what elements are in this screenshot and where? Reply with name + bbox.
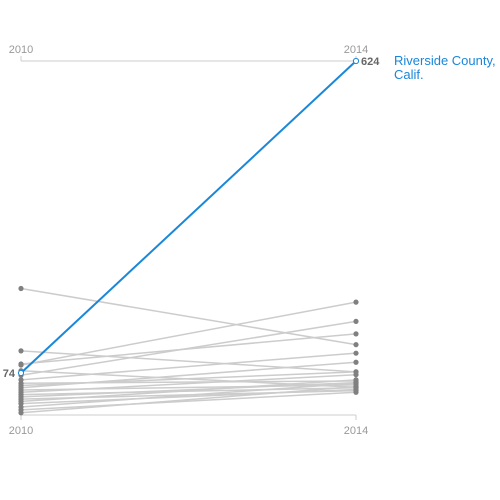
series-line-1	[20, 287, 357, 346]
series-point-2014-3	[353, 331, 359, 337]
series-point-2010-2	[18, 348, 24, 354]
series-point-2014-7	[353, 350, 359, 356]
bottom-year-label-end: 2014	[344, 425, 368, 437]
series-point-2014-20	[353, 384, 359, 390]
series-line-19	[20, 391, 357, 411]
series-point-2014-1	[353, 342, 359, 348]
highlight-series-name: Riverside County, Calif.	[394, 53, 499, 82]
series-line-10	[20, 361, 357, 389]
series-line-17	[20, 388, 357, 405]
series-line-2	[20, 350, 357, 373]
series-line-4	[20, 301, 357, 366]
series-line-18	[20, 382, 357, 408]
highlight-series-name-line-1: Riverside County,	[394, 53, 496, 68]
series-point-2014-12	[353, 372, 359, 378]
series-point-2010-20	[18, 410, 24, 416]
highlight-point-2010	[17, 369, 25, 377]
background-series	[18, 285, 359, 416]
series-point-2014-6	[353, 318, 359, 324]
highlight-point-2014	[352, 57, 360, 65]
series-line-14	[20, 381, 357, 398]
highlight-series-line	[20, 60, 357, 374]
series-point-2014-10	[353, 359, 359, 365]
top-year-label-end: 2014	[344, 44, 368, 56]
highlight-end-value-label: 624	[361, 56, 380, 68]
series-line-16	[20, 379, 357, 403]
series-point-2014-19	[353, 389, 359, 395]
highlight-series-name-line-2: Calif.	[394, 67, 424, 82]
chart-labels: 74 624 Riverside County, Calif.	[3, 53, 499, 380]
series-line-12	[20, 373, 357, 394]
series-point-2010-4	[18, 362, 24, 368]
series-point-2014-4	[353, 299, 359, 305]
series-line-6	[20, 320, 357, 377]
highlighted-series	[17, 57, 360, 377]
bottom-year-label-start: 2010	[9, 425, 33, 437]
series-point-2010-1	[18, 285, 24, 292]
highlight-start-value-label: 74	[3, 368, 16, 380]
series-line-7	[20, 352, 357, 381]
top-year-label-start: 2010	[9, 44, 33, 56]
chart-axes: 2010 2014 2010 2014	[9, 44, 368, 437]
series-line-20	[20, 385, 357, 414]
